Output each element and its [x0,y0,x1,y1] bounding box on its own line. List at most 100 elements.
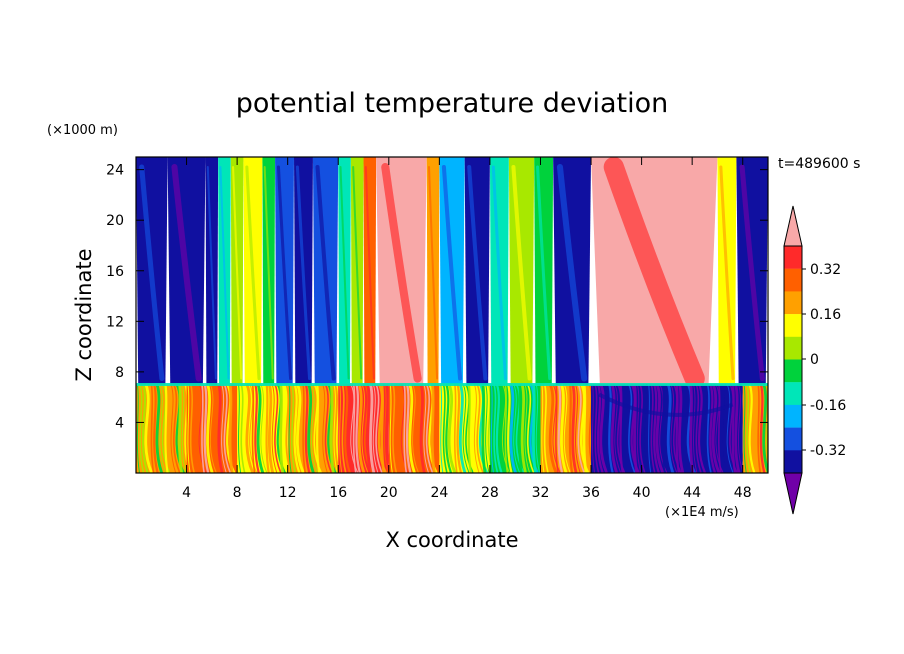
upper-band-streak-6 [263,165,274,380]
lower-streak-9-13 [628,384,636,473]
lower-streak-0-6 [153,384,159,473]
lower-streak-9-45 [718,384,722,473]
lower-streak-9-28 [670,384,678,473]
lower-streak-4-5 [352,384,357,473]
lower-streak-5-15 [430,384,436,473]
upper-band-streak-23 [739,164,765,382]
lower-streak-8-0 [541,384,545,473]
lower-streak-6-16 [485,384,490,473]
lower-streak-10-2 [748,384,756,473]
lower-streak-4-15 [380,384,386,473]
lower-streak-9-10 [619,384,624,473]
lower-streak-6-11 [470,384,477,473]
lower-streak-4-13 [375,384,383,473]
lower-streak-4-7 [357,384,366,473]
lower-streak-5-11 [419,384,426,473]
lower-streak-3-1 [291,384,297,473]
lower-streak-7-12 [524,384,531,473]
x-tick-label-8: 36 [582,485,600,501]
lower-streak-4-6 [355,384,361,473]
y-tick-label-2: 12 [106,314,124,330]
lower-streak-7-11 [520,384,527,473]
lower-streak-7-6 [507,384,513,473]
x-tick-label-1: 8 [233,485,242,501]
y-axis: 4 8 12 16 20 24 [106,163,768,431]
x-tick-label-9: 40 [633,485,651,501]
lower-streak-9-37 [695,384,702,473]
upper-band-streak-0 [139,164,165,382]
lower-streak-10-5 [757,384,762,473]
lower-streak-0-1 [139,384,145,473]
lower-streak-2-2 [242,384,250,473]
x-tick-label-6: 28 [481,485,499,501]
lower-streak-9-30 [675,384,680,473]
lower-streak-9-25 [661,384,666,473]
upper-band-streak-16 [467,164,488,381]
upper-band-streak-19 [536,165,552,381]
lower-streak-9-47 [722,384,731,473]
lower-streak-3-11 [318,384,325,473]
x-axis: 4 8 12 16 20 24 28 32 36 40 44 48 [182,157,752,501]
lower-streak-8-3 [548,383,558,473]
lower-streak-3-7 [307,384,315,473]
lower-streak-9-50 [731,384,737,473]
lower-streak-9-0 [591,384,596,473]
lower-streak-9-31 [678,384,685,473]
lower-streak-2-3 [245,383,255,473]
lower-streak-5-12 [423,384,430,473]
lower-streak-5-5 [403,384,408,473]
lower-streak-4-16 [384,384,389,473]
lower-streak-8-16 [586,384,591,473]
x-tick-label-11: 48 [734,485,752,501]
lower-streak-6-6 [456,384,463,473]
lower-streak-10-1 [746,384,752,473]
colorbar: 0.32 0.16 0 -0.16 -0.32 [783,205,846,515]
lower-streak-7-0 [490,384,494,473]
lower-streak-3-10 [316,384,321,473]
lower-streak-6-5 [453,384,458,473]
colorbar-label-0: 0.32 [810,262,841,278]
lower-streak-1-0 [187,384,191,473]
lower-streak-9-52 [737,384,744,473]
lower-streak-6-12 [473,384,480,473]
lower-streak-7-3 [498,383,507,473]
upper-band-streak-13 [381,162,422,383]
x-tick-label-4: 20 [380,485,398,501]
x-axis-title: X coordinate [385,528,518,552]
lower-streak-9-23 [655,383,665,473]
lower-streak-9-16 [636,384,642,473]
y-tick-label-4: 20 [106,213,124,229]
colorbar-segment-8 [784,427,802,451]
lower-streak-2-11 [267,384,275,473]
lower-streak-6-0 [440,384,444,473]
lower-streak-9-15 [633,384,639,473]
x-tick-label-3: 16 [329,485,347,501]
lower-streak-2-1 [240,384,246,473]
upper-band-streak-15 [441,164,463,381]
lower-streak-9-2 [596,384,604,473]
upper-band-streak-8 [295,165,312,381]
lower-streak-3-5 [302,384,307,473]
upper-band-streak-18 [511,164,532,381]
lower-streak-3-3 [296,383,305,473]
lower-streak-7-2 [495,384,503,473]
lower-streak-0-2 [141,384,149,473]
x-tick-label-10: 44 [683,485,701,501]
lower-streak-0-13 [173,384,181,473]
lower-streak-8-11 [571,384,578,473]
lower-streak-6-8 [462,384,470,473]
lower-streak-2-5 [251,384,256,473]
lower-streak-5-13 [425,384,434,473]
colorbar-segment-6 [784,382,802,406]
upper-band-streak-9 [315,164,336,381]
lower-streak-0-7 [155,384,164,473]
x-tick-label-0: 4 [182,485,191,501]
lower-streak-5-2 [394,384,402,473]
lower-streak-3-13 [324,384,333,473]
lower-streak-8-8 [563,384,571,473]
lower-streak-6-15 [481,384,487,473]
lower-streak-10-7 [762,384,768,473]
lower-streak-10-8 [766,384,768,460]
lower-streak-4-3 [346,383,356,473]
